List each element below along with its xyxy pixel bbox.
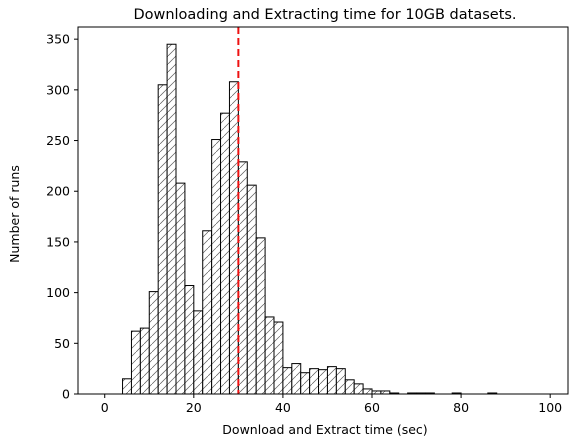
y-axis-ticks: 0 50 100 150 200 250 300 350 xyxy=(46,32,78,402)
y-tick-label: 200 xyxy=(46,184,70,199)
y-tick-label: 250 xyxy=(46,133,70,148)
histogram-bar-hatch xyxy=(246,184,257,395)
histogram-bar-hatch xyxy=(228,81,239,395)
x-tick-label: 60 xyxy=(364,400,380,415)
histogram-bar-hatch xyxy=(193,310,204,395)
x-tick-label: 40 xyxy=(275,400,291,415)
histogram-bar-hatch xyxy=(175,182,186,395)
y-tick-label: 50 xyxy=(54,336,70,351)
histogram-bar-hatch xyxy=(300,372,311,395)
x-tick-label: 100 xyxy=(538,400,562,415)
histogram-bar-hatch xyxy=(255,237,266,395)
y-tick-label: 300 xyxy=(46,82,70,97)
histogram-bar-hatch xyxy=(184,285,195,395)
histogram-bar-hatch xyxy=(335,368,346,395)
histogram-bar-hatch xyxy=(202,230,213,395)
histogram-bar-hatch xyxy=(309,368,320,395)
histogram-bar-hatch xyxy=(139,327,150,395)
histogram-bar-hatch xyxy=(291,363,302,395)
histogram-bar-hatch xyxy=(326,366,337,395)
x-axis-ticks: 0 20 40 60 80 100 xyxy=(101,394,562,415)
histogram-bar-hatch xyxy=(362,388,373,395)
y-tick-label: 350 xyxy=(46,32,70,47)
histogram-bars xyxy=(122,43,498,395)
histogram-bar-hatch xyxy=(166,43,177,395)
histogram-bar-hatch xyxy=(211,139,222,395)
histogram-bar-hatch xyxy=(157,84,168,395)
histogram-bar-hatch xyxy=(273,321,284,395)
histogram-bar-hatch xyxy=(264,316,275,395)
chart-title: Downloading and Extracting time for 10GB… xyxy=(133,7,516,23)
x-tick-label: 80 xyxy=(453,400,469,415)
histogram-bar-hatch xyxy=(318,369,328,395)
histogram-bar-hatch xyxy=(353,383,364,395)
histogram-bar-hatch xyxy=(237,161,248,395)
y-tick-label: 150 xyxy=(46,234,70,249)
x-axis-label: Download and Extract time (sec) xyxy=(222,422,427,437)
histogram-bar-hatch xyxy=(344,379,355,395)
histogram-bar-hatch xyxy=(282,367,293,395)
axes-frame xyxy=(77,26,569,395)
y-axis-label: Number of runs xyxy=(7,165,22,263)
x-tick-label: 20 xyxy=(186,400,202,415)
histogram-bar-hatch xyxy=(122,378,132,395)
x-tick-label: 0 xyxy=(101,400,109,415)
y-tick-label: 100 xyxy=(46,285,70,300)
histogram-bar-hatch xyxy=(130,330,141,395)
histogram-bar-hatch xyxy=(148,291,159,395)
histogram-bar-hatch xyxy=(220,112,230,395)
y-tick-label: 0 xyxy=(62,387,70,402)
